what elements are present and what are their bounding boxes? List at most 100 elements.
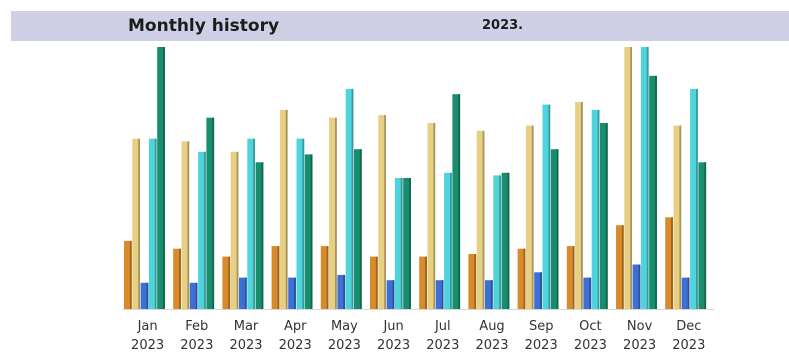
bar-oct-series-4 xyxy=(591,109,600,310)
bar-oct-series-2 xyxy=(575,102,583,309)
bar-jul-series-4 xyxy=(444,172,452,309)
bar-edge-aug-series-4 xyxy=(499,175,501,309)
bar-oct-series-1 xyxy=(566,246,575,309)
bar-edge-jul-series-4 xyxy=(450,172,452,309)
bar-oct-series-3 xyxy=(583,277,592,309)
bar-edge-mar-series-4 xyxy=(253,138,255,309)
bar-edge-dec-series-3 xyxy=(687,277,690,309)
bar-edge-mar-series-2 xyxy=(236,151,239,309)
bar-apr-series-1 xyxy=(271,246,280,309)
bar-edge-jul-series-1 xyxy=(425,256,427,309)
bar-edge-oct-series-3 xyxy=(589,277,592,309)
bar-edge-nov-series-3 xyxy=(638,264,641,309)
bar-nov-series-3 xyxy=(632,264,641,309)
bar-edge-sep-series-3 xyxy=(540,272,542,309)
x-tick-year-jun: 2023 xyxy=(377,338,410,353)
bar-edge-nov-series-4 xyxy=(646,47,649,309)
bar-oct-series-5 xyxy=(600,123,608,309)
bar-nov-series-2 xyxy=(624,47,632,309)
bar-edge-feb-series-2 xyxy=(187,141,190,309)
bar-jun-series-5 xyxy=(403,178,411,309)
bar-dec-series-1 xyxy=(665,217,673,309)
x-tick-label-oct: Oct xyxy=(579,319,601,334)
x-tick-label-dec: Dec xyxy=(676,319,701,334)
bar-edge-aug-series-2 xyxy=(482,130,485,309)
bar-jan-series-2 xyxy=(132,138,140,309)
x-tick-year-oct: 2023 xyxy=(574,338,607,353)
bar-edge-sep-series-1 xyxy=(523,248,526,309)
bar-dec-series-2 xyxy=(673,125,682,309)
bar-sep-series-1 xyxy=(517,248,526,309)
bar-edge-may-series-1 xyxy=(326,246,329,309)
x-tick-year-dec: 2023 xyxy=(672,338,705,353)
bar-edge-jul-series-5 xyxy=(458,94,461,309)
bar-mar-series-2 xyxy=(230,151,239,309)
bar-mar-series-4 xyxy=(247,138,255,309)
x-tick-year-apr: 2023 xyxy=(279,338,312,353)
bar-edge-apr-series-3 xyxy=(294,277,296,309)
x-tick-label-jul: Jul xyxy=(434,319,451,334)
bar-feb-series-4 xyxy=(198,151,206,309)
bar-edge-jan-series-2 xyxy=(138,138,140,309)
bar-sep-series-3 xyxy=(534,272,542,309)
bar-edge-jul-series-2 xyxy=(433,123,436,309)
bar-edge-may-series-2 xyxy=(335,117,337,309)
bar-edge-sep-series-4 xyxy=(548,104,551,309)
bar-nov-series-5 xyxy=(649,75,657,309)
bar-jul-series-3 xyxy=(435,280,444,309)
bar-edge-oct-series-5 xyxy=(605,123,608,309)
bar-edge-dec-series-2 xyxy=(679,125,682,309)
bar-edge-dec-series-4 xyxy=(696,88,698,310)
x-tick-label-jan: Jan xyxy=(137,319,158,334)
bar-mar-series-3 xyxy=(239,277,247,309)
bar-edge-feb-series-1 xyxy=(179,248,181,309)
bar-edge-oct-series-4 xyxy=(597,109,600,310)
bar-edge-may-series-5 xyxy=(359,149,362,309)
bar-jul-series-2 xyxy=(427,123,436,309)
bar-edge-dec-series-5 xyxy=(704,162,707,309)
bar-aug-series-1 xyxy=(468,254,477,309)
bar-apr-series-3 xyxy=(288,277,296,309)
bar-may-series-2 xyxy=(329,117,337,309)
bar-mar-series-1 xyxy=(222,256,231,309)
bar-jan-series-5 xyxy=(157,47,165,309)
bar-edge-apr-series-1 xyxy=(277,246,280,309)
x-tick-year-nov: 2023 xyxy=(623,338,656,353)
bar-edge-jan-series-5 xyxy=(163,47,165,309)
bar-jan-series-3 xyxy=(140,282,149,309)
bar-jul-series-1 xyxy=(419,256,427,309)
bar-edge-apr-series-2 xyxy=(285,109,288,310)
bar-aug-series-4 xyxy=(493,175,501,309)
bar-edge-nov-series-5 xyxy=(655,75,657,309)
bar-edge-may-series-4 xyxy=(351,88,354,310)
bar-feb-series-3 xyxy=(189,282,198,309)
bar-mar-series-5 xyxy=(255,162,264,309)
bar-apr-series-5 xyxy=(304,154,313,309)
bar-edge-jun-series-2 xyxy=(384,115,386,309)
x-tick-year-may: 2023 xyxy=(328,338,361,353)
bar-edge-jun-series-4 xyxy=(400,178,403,309)
bar-edge-jul-series-3 xyxy=(441,280,444,309)
x-tick-year-jul: 2023 xyxy=(426,338,459,353)
year-label: 2023. xyxy=(482,18,524,33)
bar-aug-series-5 xyxy=(501,172,510,309)
bar-jun-series-3 xyxy=(386,280,395,309)
bar-edge-jan-series-1 xyxy=(129,240,132,309)
x-tick-label-apr: Apr xyxy=(284,319,307,334)
x-tick-label-feb: Feb xyxy=(185,319,208,334)
bar-edge-mar-series-3 xyxy=(244,277,247,309)
x-tick-label-mar: Mar xyxy=(234,319,259,334)
bar-may-series-5 xyxy=(354,149,362,309)
bar-edge-jun-series-5 xyxy=(409,178,411,309)
bar-dec-series-4 xyxy=(690,88,698,310)
bar-edge-apr-series-5 xyxy=(310,154,313,309)
bar-edge-nov-series-1 xyxy=(621,225,624,309)
x-tick-label-sep: Sep xyxy=(529,319,554,334)
bar-edge-may-series-3 xyxy=(343,274,346,309)
bar-jan-series-1 xyxy=(124,240,132,309)
bar-feb-series-5 xyxy=(206,117,215,309)
x-tick-label-aug: Aug xyxy=(479,319,504,334)
bar-apr-series-4 xyxy=(296,138,305,309)
